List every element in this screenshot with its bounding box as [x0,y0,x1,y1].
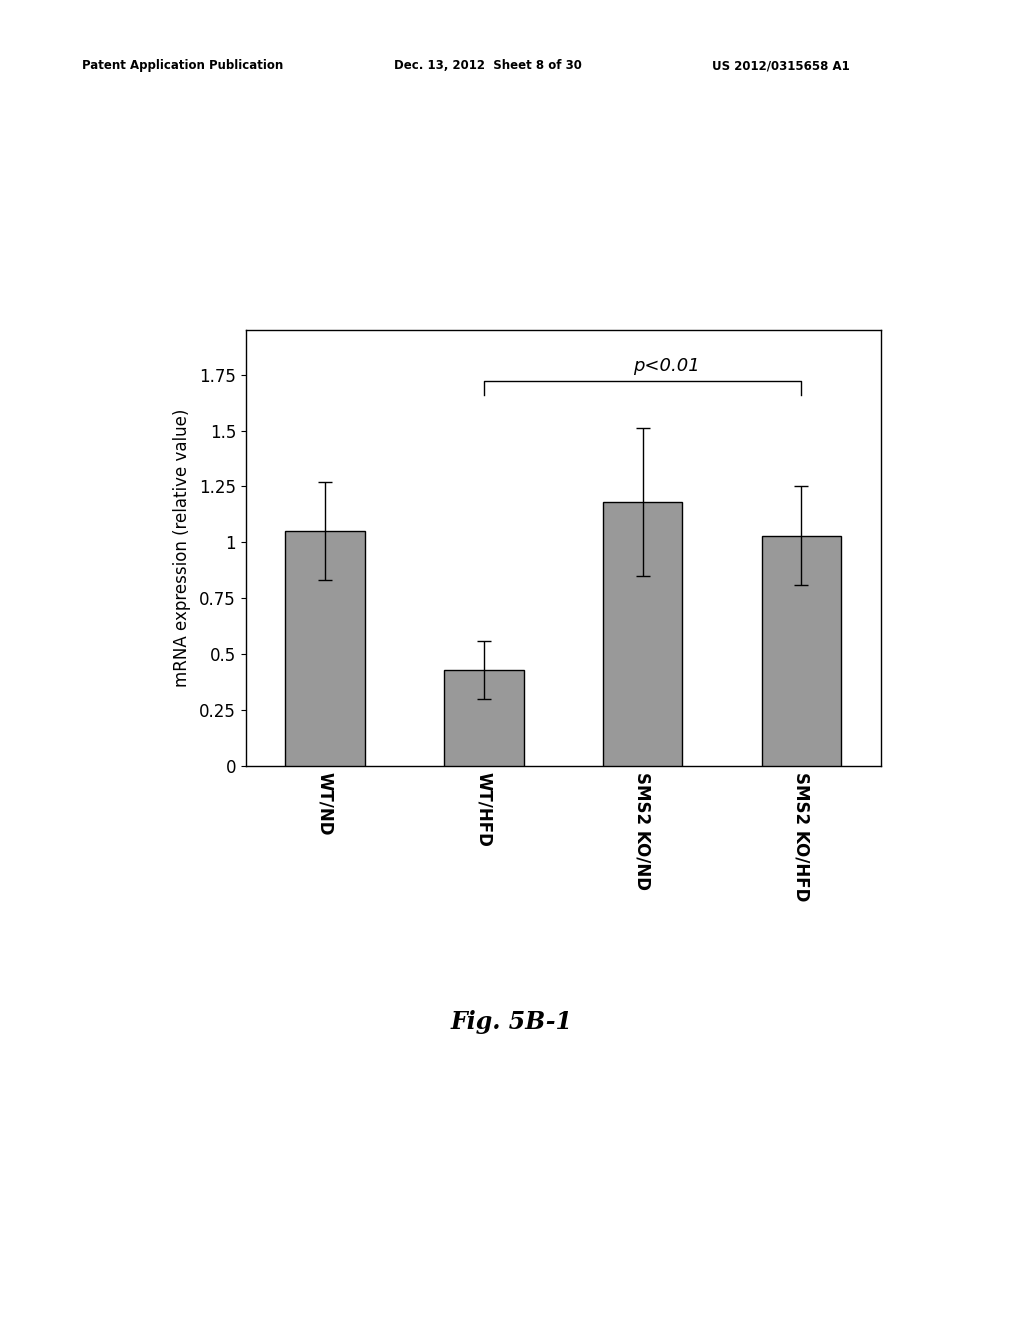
Text: p<0.01: p<0.01 [633,356,699,375]
Text: WT/ND: WT/ND [316,772,334,836]
Text: Dec. 13, 2012  Sheet 8 of 30: Dec. 13, 2012 Sheet 8 of 30 [394,59,582,73]
Text: US 2012/0315658 A1: US 2012/0315658 A1 [712,59,850,73]
Text: SMS2 KO/HFD: SMS2 KO/HFD [793,772,810,902]
Text: SMS2 KO/ND: SMS2 KO/ND [634,772,651,890]
Text: WT/HFD: WT/HFD [475,772,493,847]
Y-axis label: mRNA expression (relative value): mRNA expression (relative value) [173,409,190,686]
Text: Patent Application Publication: Patent Application Publication [82,59,284,73]
Bar [762,536,841,766]
Text: Fig. 5B-1: Fig. 5B-1 [451,1010,573,1034]
Bar [603,502,682,766]
Bar [286,531,365,766]
Bar [444,669,523,766]
